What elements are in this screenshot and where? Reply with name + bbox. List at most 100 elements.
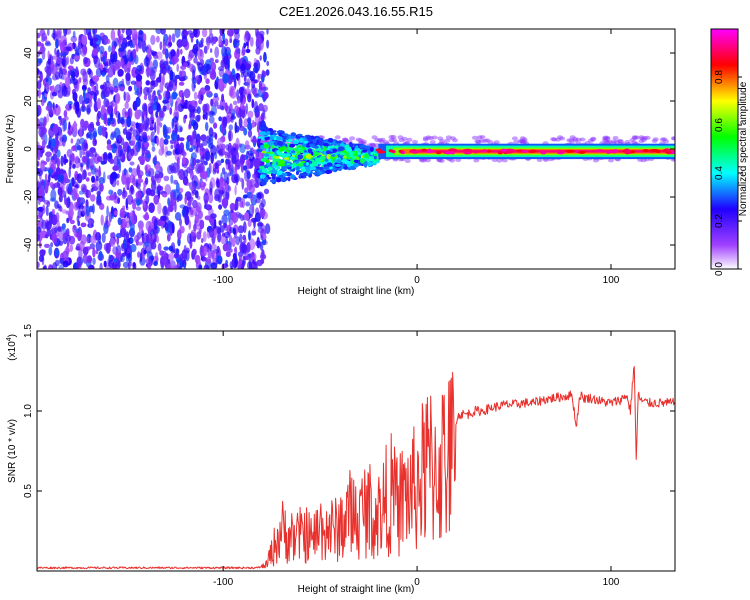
spectrogram-noise-cell (190, 172, 194, 178)
spectrogram-noise-cell (110, 237, 116, 247)
spectrogram-noise-cell (83, 29, 88, 36)
spectrogram-noise-cell (126, 194, 134, 205)
spectrogram-noise-cell (218, 116, 223, 122)
spectrogram-noise-cell (41, 162, 45, 172)
spectrogram-noise-cell (85, 188, 89, 199)
spectrogram-peak-cell (555, 149, 564, 153)
spectrogram-noise-cell (156, 123, 160, 135)
spectrogram-y-tick-label: -40 (23, 237, 34, 252)
spectrogram-noise-cell (176, 63, 179, 72)
spectrogram-noise-cell (143, 249, 147, 255)
spectrogram-noise-cell (247, 129, 253, 138)
spectrogram-noise-cell (184, 195, 187, 205)
spectrogram-signal-cell (305, 161, 309, 166)
spectrogram-y-tick-label: -20 (23, 189, 34, 204)
spectrogram-noise-cell (181, 93, 185, 106)
spectrogram-peak-cell (565, 149, 575, 153)
spectrogram-signal-cell (313, 151, 319, 155)
spectrogram-noise-cell (159, 68, 164, 74)
spectrogram-noise-cell (52, 233, 58, 244)
spectrogram-noise-cell (153, 218, 158, 231)
spectrogram-noise-cell (153, 54, 159, 60)
spectrogram-noise-cell (37, 221, 41, 229)
spectrogram-noise-cell (143, 94, 148, 101)
spectrogram-noise-cell (137, 241, 143, 246)
spectrogram-halo-cell (390, 135, 397, 139)
spectrogram-noise-cell (88, 152, 95, 157)
spectrogram-noise-cell (235, 143, 239, 152)
spectrogram-peak-cell (398, 149, 403, 153)
spectrogram-noise-cell (94, 140, 97, 146)
spectrogram-signal-cell (277, 140, 284, 146)
spectrogram-noise-cell (155, 29, 162, 35)
spectrogram-noise-cell (145, 80, 151, 86)
spectrogram-noise-cell (69, 104, 72, 110)
spectrogram-noise-cell (184, 214, 190, 226)
spectrogram-signal-cell (287, 147, 294, 151)
spectrogram-signal-cell (278, 147, 285, 152)
spectrogram-noise-cell (246, 180, 253, 190)
spectrogram-noise-cell (134, 33, 138, 46)
spectrogram-noise-cell (259, 241, 264, 252)
spectrogram-noise-cell (180, 48, 183, 55)
spectrogram-noise-cell (69, 244, 74, 252)
spectrogram-noise-cell (207, 141, 211, 148)
spectrogram-noise-cell (205, 204, 213, 211)
spectrogram-noise-cell (123, 243, 127, 249)
spectrogram-noise-cell (45, 105, 51, 111)
spectrogram-noise-cell (207, 110, 214, 117)
spectrogram-noise-cell (73, 120, 77, 133)
spectrogram-noise-cell (117, 68, 124, 77)
snr-y-tick-label: 1.5 (23, 324, 34, 338)
spectrogram-signal-cell (324, 158, 329, 162)
spectrogram-noise-cell (64, 231, 69, 236)
spectrogram-noise-cell (235, 236, 240, 246)
spectrogram-noise-cell (203, 160, 208, 166)
spectrogram-noise-cell (200, 134, 207, 142)
spectrogram-noise-cell (171, 33, 176, 43)
spectrogram-noise-cell (69, 209, 74, 217)
spectrogram-noise-cell (58, 230, 64, 241)
spectrogram-noise-cell (266, 29, 269, 35)
spectrogram-noise-cell (190, 156, 195, 168)
spectrogram-signal-cell (353, 162, 359, 168)
spectrogram-noise-cell (79, 125, 83, 138)
spectrogram-noise-cell (228, 124, 233, 131)
spectrogram-noise-cell (156, 235, 160, 244)
spectrogram-noise-cell (196, 231, 202, 240)
spectrogram-noise-cell (92, 203, 95, 214)
spectrogram-peak-cell (578, 150, 586, 154)
spectrogram-noise-cell (192, 248, 197, 256)
spectrogram-x-tick-label: 100 (603, 275, 620, 286)
spectrogram-noise-cell (124, 101, 129, 109)
spectrogram-halo-cell (616, 139, 623, 143)
spectrogram-noise-cell (146, 153, 151, 159)
spectrogram-noise-cell (53, 171, 59, 181)
spectrogram-noise-cell (151, 50, 154, 55)
spectrogram-noise-cell (141, 103, 148, 112)
spectrogram-noise-cell (241, 178, 245, 190)
spectrogram-halo-cell (608, 158, 614, 163)
spectrogram-halo-cell (334, 135, 341, 140)
spectrogram-noise-cell (193, 223, 197, 232)
spectrogram-peak-cell (606, 149, 617, 153)
snr-series-line (37, 366, 675, 570)
spectrogram-noise-cell (205, 36, 211, 46)
spectrogram-noise-cell (182, 176, 189, 186)
spectrogram-peak-cell (421, 148, 428, 152)
spectrogram-noise-cell (216, 180, 220, 188)
spectrogram-noise-cell (244, 140, 250, 149)
spectrogram-noise-cell (100, 214, 104, 226)
spectrogram-noise-cell (110, 29, 116, 41)
spectrogram-noise-cell (62, 260, 69, 268)
spectrogram-noise-cell (223, 171, 228, 183)
spectrogram-noise-cell (202, 103, 208, 113)
spectrogram-noise-cell (229, 34, 232, 43)
spectrogram-noise-cell (152, 102, 157, 111)
spectrogram-noise-cell (74, 192, 79, 200)
spectrogram-noise-cell (138, 222, 144, 235)
spectrogram-noise-cell (217, 231, 222, 243)
spectrogram-noise-cell (154, 174, 160, 179)
spectrogram-noise-cell (63, 29, 68, 37)
spectrogram-signal-cell (267, 166, 273, 171)
